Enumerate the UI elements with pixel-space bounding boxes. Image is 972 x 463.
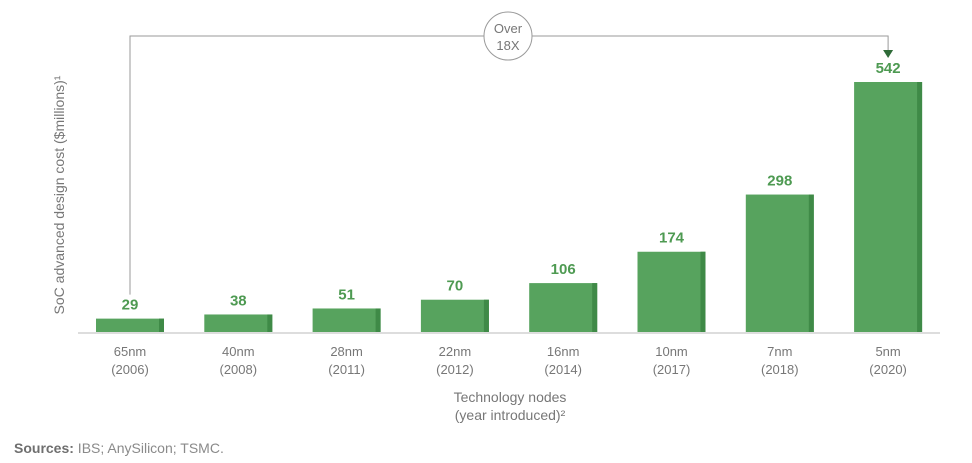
value-label: 174 xyxy=(659,230,685,247)
bar-16nm xyxy=(529,283,598,332)
x-tick-label: 10nm xyxy=(655,344,688,359)
value-label: 298 xyxy=(767,173,792,190)
bar-shade-22nm xyxy=(483,299,489,332)
bar-10nm xyxy=(637,251,706,332)
y-axis-label: SoC advanced design cost ($millions)¹ xyxy=(51,75,67,314)
bar-shade-7nm xyxy=(808,194,814,332)
x-tick-label: 7nm xyxy=(767,344,792,359)
x-tick-year: (2014) xyxy=(544,362,582,377)
sources-text: IBS; AnySilicon; TSMC. xyxy=(73,440,224,456)
x-tick-label: 65nm xyxy=(114,344,147,359)
x-tick-year: (2018) xyxy=(761,362,799,377)
x-tick-label: 16nm xyxy=(547,344,580,359)
annotation-label-line1: Over xyxy=(494,21,523,36)
bar-shade-40nm xyxy=(267,314,273,332)
bars-layer: 29 65nm (2006) 38 40nm (2008) 51 28nm (2011) 70 22… xyxy=(96,60,923,377)
bar-shade-16nm xyxy=(592,283,598,332)
bar-40nm xyxy=(204,314,273,332)
bar-5nm xyxy=(854,82,923,332)
x-tick-year: (2012) xyxy=(436,362,474,377)
bar-shade-5nm xyxy=(917,82,923,332)
value-label: 70 xyxy=(447,278,464,295)
annotation-arrow-head xyxy=(883,50,894,58)
bar-22nm xyxy=(420,299,489,332)
x-tick-year: (2011) xyxy=(328,362,365,377)
bar-shade-10nm xyxy=(700,251,706,332)
x-tick-label: 5nm xyxy=(875,344,900,359)
x-tick-year: (2020) xyxy=(869,362,907,377)
bar-7nm xyxy=(745,194,814,332)
x-axis-label-line2: (year introduced)² xyxy=(455,407,566,423)
value-label: 38 xyxy=(230,292,247,309)
x-tick-label: 22nm xyxy=(439,344,472,359)
sources-prefix: Sources: xyxy=(14,440,74,456)
annotation-circle xyxy=(483,11,533,61)
annotation-label-line2: 18X xyxy=(496,38,519,53)
bar-28nm xyxy=(312,308,381,332)
value-label: 29 xyxy=(122,297,139,314)
x-tick-year: (2008) xyxy=(220,362,258,377)
annotation-bracket-left xyxy=(129,35,484,295)
bar-shade-28nm xyxy=(375,308,381,332)
value-label: 542 xyxy=(876,60,901,77)
value-label: 106 xyxy=(551,261,576,278)
annotation-bracket-right xyxy=(532,35,889,52)
x-axis-label-line1: Technology nodes xyxy=(454,389,567,405)
x-tick-year: (2006) xyxy=(111,362,149,377)
x-tick-year: (2017) xyxy=(653,362,691,377)
bar-chart: SoC advanced design cost ($millions)¹ 29… xyxy=(51,11,940,423)
bar-shade-65nm xyxy=(159,318,164,332)
annotation-layer: Over 18X xyxy=(129,11,894,295)
x-tick-label: 28nm xyxy=(330,344,363,359)
bar-65nm xyxy=(96,318,164,332)
x-tick-label: 40nm xyxy=(222,344,255,359)
sources-note: Sources: IBS; AnySilicon; TSMC. xyxy=(14,440,224,456)
value-label: 51 xyxy=(338,286,355,303)
